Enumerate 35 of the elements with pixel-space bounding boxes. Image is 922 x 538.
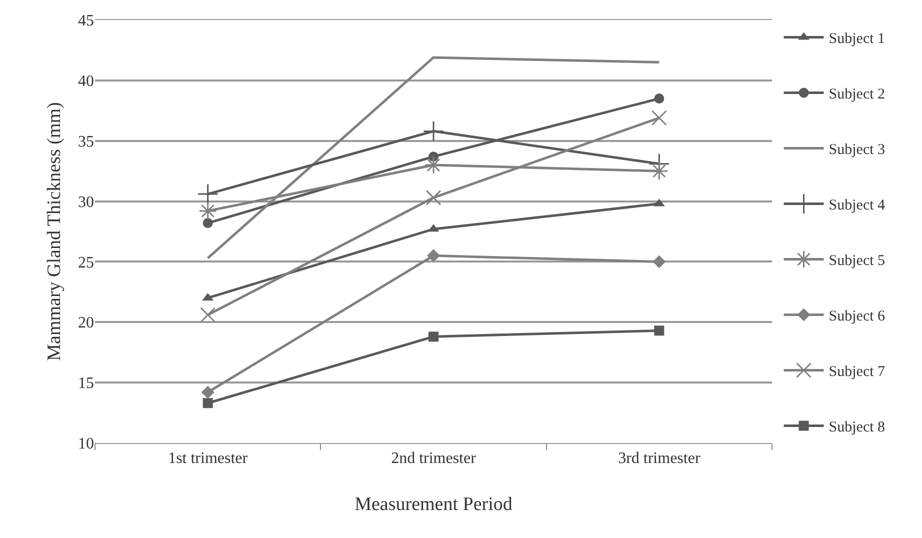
point xyxy=(202,398,213,408)
point xyxy=(427,249,440,262)
point xyxy=(422,120,444,142)
point xyxy=(654,326,664,336)
y-tick-label: 45 xyxy=(78,12,94,30)
x-axis-title: Measurement Period xyxy=(354,494,513,515)
legend-label: Subject 4 xyxy=(828,198,886,214)
legend-label: Subject 1 xyxy=(828,31,886,48)
y-tick-label: 30 xyxy=(78,194,94,211)
point xyxy=(651,110,667,126)
point xyxy=(428,332,438,342)
point xyxy=(654,94,664,104)
legend-label: Subject 3 xyxy=(828,142,886,158)
y-tick-label: 15 xyxy=(78,375,94,392)
legend-label: Subject 8 xyxy=(828,420,886,436)
y-tick-label: 40 xyxy=(78,73,94,90)
y-tick-label: 20 xyxy=(78,314,94,332)
x-tick-label: 2nd trimester xyxy=(391,450,477,468)
point xyxy=(201,386,214,399)
point xyxy=(202,218,213,228)
legend-label: Subject 6 xyxy=(828,308,886,325)
y-tick-label: 10 xyxy=(78,436,94,453)
y-tick-label: 35 xyxy=(78,133,94,150)
point xyxy=(426,190,442,206)
point xyxy=(197,183,218,205)
point xyxy=(652,255,666,268)
point xyxy=(200,307,216,323)
legend-label: Subject 7 xyxy=(828,364,886,380)
point xyxy=(198,202,217,220)
legend-label: Subject 5 xyxy=(828,253,886,270)
x-tick-label: 3rd trimester xyxy=(618,450,701,468)
x-tick-label: 1st trimester xyxy=(168,450,248,468)
y-tick-label: 25 xyxy=(78,254,94,272)
legend-label: Subject 2 xyxy=(828,86,886,103)
y-axis-title: Mammary Gland Thickness (mm) xyxy=(44,102,65,361)
